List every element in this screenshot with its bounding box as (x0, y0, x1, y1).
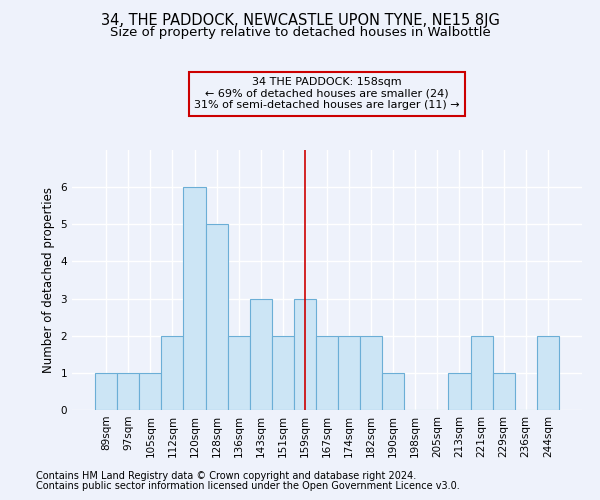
Y-axis label: Number of detached properties: Number of detached properties (42, 187, 55, 373)
Bar (250, 298, 272, 410)
Text: 34 THE PADDOCK: 158sqm
← 69% of detached houses are smaller (24)
31% of semi-det: 34 THE PADDOCK: 158sqm ← 69% of detached… (194, 77, 460, 110)
Bar (448, 373, 470, 410)
Bar (95, 373, 117, 410)
Bar (161, 336, 184, 410)
Bar (537, 336, 559, 410)
Bar (316, 336, 338, 410)
Bar (338, 336, 360, 410)
Bar (139, 373, 161, 410)
Bar (294, 298, 316, 410)
Bar (382, 373, 404, 410)
Bar (117, 373, 139, 410)
Text: Size of property relative to detached houses in Walbottle: Size of property relative to detached ho… (110, 26, 490, 39)
Text: Contains public sector information licensed under the Open Government Licence v3: Contains public sector information licen… (36, 481, 460, 491)
Text: Contains HM Land Registry data © Crown copyright and database right 2024.: Contains HM Land Registry data © Crown c… (36, 471, 416, 481)
Bar (206, 224, 227, 410)
Bar (360, 336, 382, 410)
Bar (470, 336, 493, 410)
Bar (184, 187, 206, 410)
Bar (272, 336, 294, 410)
Bar (493, 373, 515, 410)
Text: 34, THE PADDOCK, NEWCASTLE UPON TYNE, NE15 8JG: 34, THE PADDOCK, NEWCASTLE UPON TYNE, NE… (101, 12, 499, 28)
Bar (227, 336, 250, 410)
